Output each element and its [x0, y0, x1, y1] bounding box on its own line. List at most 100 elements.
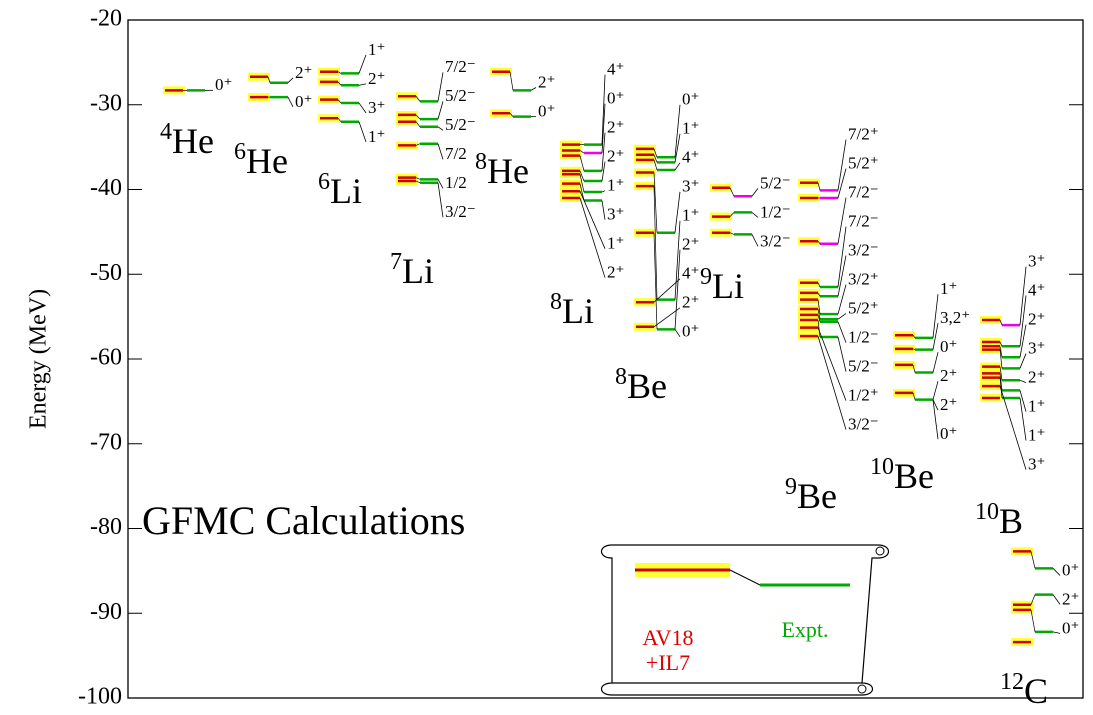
y-tick-label: -80: [90, 514, 122, 540]
level-label: 3⁺: [368, 98, 385, 117]
mass-number: 10: [870, 454, 894, 480]
label-connector: [1019, 390, 1027, 412]
label-connector: [1019, 295, 1027, 347]
level-label: 1⁺: [1028, 396, 1045, 415]
scroll-curl: [875, 546, 885, 556]
level-connector: [509, 71, 514, 91]
level-label: 5/2⁻: [760, 173, 791, 192]
nucleus-label: 6He: [234, 139, 288, 182]
level-connector: [653, 172, 658, 233]
level-label: 3/2⁻: [848, 241, 879, 260]
y-tick-label: -90: [90, 599, 122, 625]
level-label: 7/2⁻: [848, 183, 879, 202]
level-label: 1⁺: [607, 234, 624, 253]
element-symbol: Li: [330, 171, 362, 211]
level-connector: [999, 346, 1003, 358]
mass-number: 8: [615, 364, 627, 390]
nucleus-label: 9Li: [700, 264, 744, 307]
label-connector: [999, 386, 1027, 470]
level-label: 3/2⁻: [445, 202, 476, 221]
level-label: 2⁺: [1028, 367, 1045, 386]
y-tick-label: -100: [78, 684, 122, 710]
level-label: 3⁺: [607, 205, 624, 224]
nucleus: 0⁺ 4He: [160, 75, 232, 161]
level-label: 1⁺: [682, 206, 699, 225]
label-connector: [932, 352, 939, 373]
nucleus: 1⁺ 2⁺ 3⁺ 1⁺ 6Li: [318, 40, 385, 211]
level-connector: [653, 186, 658, 300]
level-connector: [579, 183, 585, 201]
label-connector: [437, 72, 444, 102]
label-connector: [837, 168, 847, 199]
mass-number: 8: [550, 289, 562, 315]
level-connector: [415, 96, 421, 102]
y-tick-label: -70: [90, 429, 122, 455]
label-connector: [817, 336, 847, 430]
label-connector: [601, 132, 606, 171]
label-connector: [674, 162, 681, 171]
label-connector: [837, 336, 847, 372]
level-connector: [1030, 594, 1036, 605]
level-label: 2⁺: [538, 72, 555, 91]
nucleus-label: 10Be: [870, 454, 934, 497]
legend: AV18 +IL7 Expt.: [600, 544, 890, 696]
label-connector: [358, 54, 367, 74]
element-symbol: Be: [894, 456, 934, 496]
scroll-curl: [857, 684, 867, 694]
nucleus-label: 10B: [975, 499, 1023, 542]
level-label: 0⁺: [940, 424, 957, 443]
level-label: 7/2⁻: [445, 57, 476, 76]
label-connector: [358, 121, 367, 142]
label-connector: [837, 313, 847, 320]
level-label: 1/2⁻: [848, 328, 879, 347]
label-connector: [751, 234, 759, 247]
level-label: 5/2⁻: [848, 357, 879, 376]
label-connector: [579, 191, 606, 249]
level-label: 2⁺: [940, 366, 957, 385]
level-label: 5/2⁻: [445, 86, 476, 105]
nucleus: 7/2⁻ 5/2⁻ 5/2⁻ 7/2 1/2 3/2⁻ 7Li: [390, 57, 476, 291]
level-connector: [912, 348, 916, 350]
level-label: 0⁺: [215, 75, 232, 94]
label-connector: [674, 133, 681, 163]
label-connector: [601, 200, 606, 220]
level-connector: [653, 232, 658, 330]
element-symbol: Be: [797, 476, 837, 516]
level-connector: [337, 71, 342, 74]
label-connector: [1019, 324, 1027, 358]
level-label: 3⁺: [682, 177, 699, 196]
mass-number: 9: [785, 474, 797, 500]
level-connector: [817, 182, 821, 191]
y-axis-label: Energy (MeV): [26, 289, 52, 429]
level-label: 5/2⁺: [848, 299, 879, 318]
plot-frame: [127, 19, 1084, 699]
label-connector: [837, 284, 847, 315]
level-label: 2⁺: [607, 147, 624, 166]
y-tick-label: -30: [90, 90, 122, 116]
level-label: 0⁺: [607, 89, 624, 108]
label-connector: [837, 321, 847, 343]
level-label: 1⁺: [682, 119, 699, 138]
label-connector: [837, 255, 847, 297]
level-label: 2⁺: [682, 235, 699, 254]
level-connector: [337, 118, 342, 122]
level-label: 1⁺: [607, 176, 624, 195]
level-connector: [415, 114, 421, 120]
label-connector: [437, 126, 444, 131]
level-label: 7/2: [445, 144, 467, 163]
level-label: 5/2⁻: [445, 115, 476, 134]
level-label: 0⁺: [1062, 618, 1079, 637]
mass-number: 7: [390, 249, 402, 275]
level-connector: [912, 364, 916, 373]
level-label: 3/2⁻: [848, 415, 879, 434]
level-connector: [415, 143, 421, 146]
level-connector: [817, 282, 821, 288]
nucleus: 4⁺ 0⁺ 2⁺ 2⁺ 1⁺ 3⁺ 1⁺ 2⁺ 8Li: [550, 60, 624, 332]
legend-calc-label: +IL7: [646, 650, 690, 675]
label-connector: [358, 83, 367, 86]
level-label: 0⁺: [682, 90, 699, 109]
mass-number: 9: [700, 264, 712, 290]
mass-number: 6: [234, 139, 246, 165]
label-connector: [1052, 594, 1061, 605]
